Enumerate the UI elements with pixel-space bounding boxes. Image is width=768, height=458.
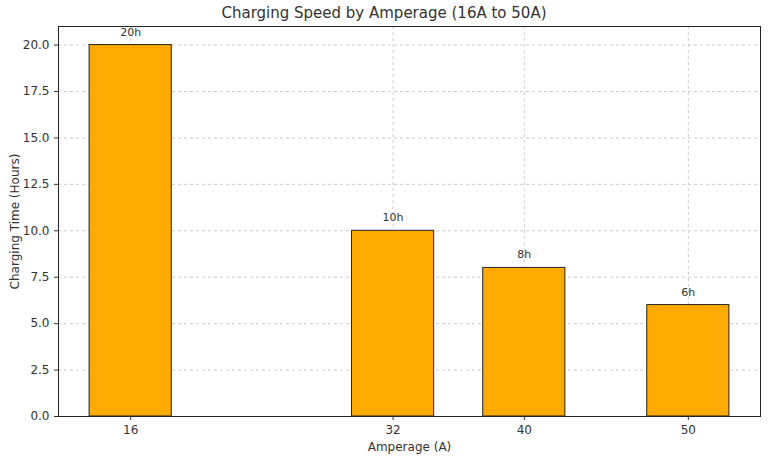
svg-text:Amperage (A): Amperage (A)	[368, 440, 452, 454]
svg-text:10h: 10h	[383, 211, 404, 224]
svg-text:50: 50	[681, 423, 696, 437]
svg-text:32: 32	[385, 423, 400, 437]
svg-text:2.5: 2.5	[30, 363, 49, 377]
svg-text:20.0: 20.0	[23, 38, 50, 52]
svg-text:7.5: 7.5	[30, 270, 49, 284]
svg-text:5.0: 5.0	[30, 316, 49, 330]
svg-text:12.5: 12.5	[23, 177, 50, 191]
svg-text:8h: 8h	[517, 248, 531, 261]
svg-text:6h: 6h	[681, 286, 695, 299]
svg-text:Charging Time (Hours): Charging Time (Hours)	[8, 154, 22, 290]
svg-text:10.0: 10.0	[23, 224, 50, 238]
html-text:Charging Speed by Amperage (16: Charging Speed by Amperage (16A to 50A)	[221, 4, 547, 22]
svg-text:20h: 20h	[120, 26, 141, 39]
svg-text:40: 40	[517, 423, 532, 437]
svg-text:0.0: 0.0	[30, 409, 49, 423]
svg-text:15.0: 15.0	[23, 131, 50, 145]
svg-text:16: 16	[123, 423, 138, 437]
svg-text:17.5: 17.5	[23, 84, 50, 98]
